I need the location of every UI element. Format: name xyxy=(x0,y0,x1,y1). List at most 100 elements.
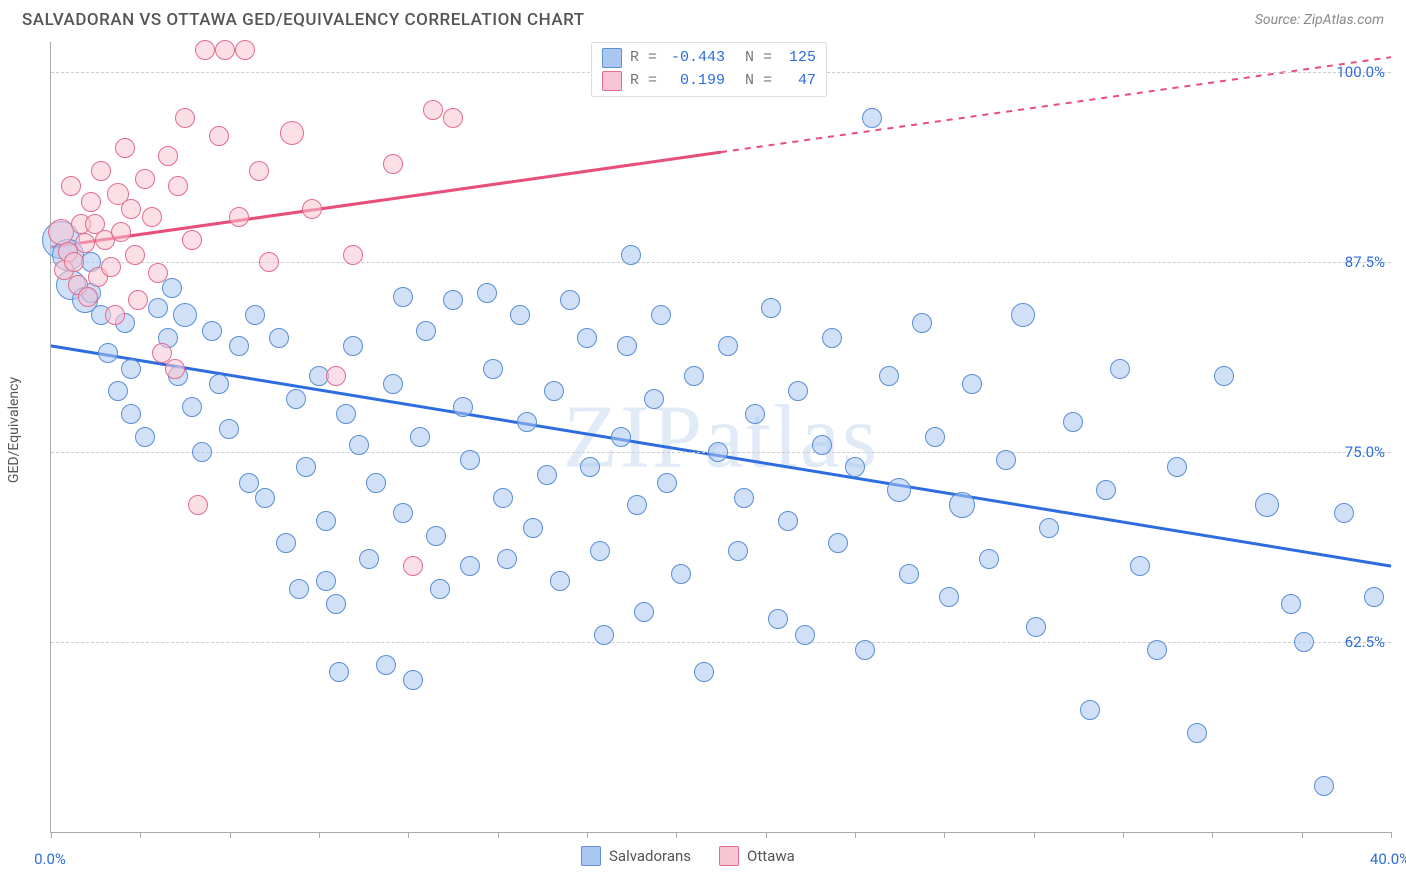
scatter-point xyxy=(537,465,557,485)
scatter-point xyxy=(115,138,135,158)
scatter-point xyxy=(255,488,275,508)
legend-row: R =0.199N =47 xyxy=(602,70,816,93)
legend-row: R =-0.443N =125 xyxy=(602,47,816,70)
scatter-point xyxy=(510,305,530,325)
x-tick xyxy=(1302,832,1303,838)
scatter-point xyxy=(430,579,450,599)
scatter-point xyxy=(410,427,430,447)
legend-swatch xyxy=(581,846,601,866)
scatter-point xyxy=(1080,700,1100,720)
scatter-point xyxy=(734,488,754,508)
x-tick xyxy=(51,832,52,838)
y-tick-label: 87.5% xyxy=(1345,253,1385,271)
scatter-point xyxy=(617,336,637,356)
scatter-point xyxy=(426,526,446,546)
scatter-point xyxy=(148,263,168,283)
x-tick xyxy=(408,832,409,838)
scatter-point xyxy=(728,541,748,561)
scatter-point xyxy=(393,503,413,523)
trend-line-layer xyxy=(51,42,1391,832)
scatter-point xyxy=(78,287,98,307)
scatter-point xyxy=(202,321,222,341)
chart-title: SALVADORAN VS OTTAWA GED/EQUIVALENCY COR… xyxy=(22,10,585,30)
scatter-point xyxy=(61,176,81,196)
y-tick-label: 62.5% xyxy=(1345,633,1385,651)
scatter-point xyxy=(778,511,798,531)
scatter-point xyxy=(121,199,141,219)
scatter-point xyxy=(1167,457,1187,477)
scatter-point xyxy=(403,556,423,576)
scatter-point xyxy=(175,108,195,128)
legend-r-value: -0.443 xyxy=(665,47,725,70)
scatter-point xyxy=(795,625,815,645)
scatter-point xyxy=(1334,503,1354,523)
scatter-point xyxy=(326,366,346,386)
scatter-point xyxy=(483,359,503,379)
x-tick xyxy=(587,832,588,838)
legend-label: Ottawa xyxy=(747,847,795,865)
scatter-point xyxy=(590,541,610,561)
scatter-point xyxy=(168,176,188,196)
x-tick xyxy=(230,832,231,838)
scatter-point xyxy=(209,126,229,146)
scatter-point xyxy=(125,245,145,265)
scatter-point xyxy=(105,305,125,325)
legend-swatch xyxy=(719,846,739,866)
scatter-point xyxy=(517,412,537,432)
scatter-point xyxy=(64,252,84,272)
x-tick xyxy=(319,832,320,838)
scatter-point xyxy=(336,404,356,424)
scatter-point xyxy=(383,374,403,394)
scatter-point xyxy=(383,154,403,174)
scatter-point xyxy=(1147,640,1167,660)
scatter-point xyxy=(219,419,239,439)
scatter-point xyxy=(135,169,155,189)
scatter-point xyxy=(111,222,131,242)
scatter-point xyxy=(768,609,788,629)
scatter-point xyxy=(560,290,580,310)
scatter-point xyxy=(443,290,463,310)
scatter-point xyxy=(121,359,141,379)
scatter-point xyxy=(1281,594,1301,614)
scatter-point xyxy=(845,457,865,477)
scatter-point xyxy=(1026,617,1046,637)
legend-swatch xyxy=(602,48,622,68)
correlation-legend: R =-0.443N =125R =0.199N =47 xyxy=(591,42,827,97)
series-legend: Salvadorans Ottawa xyxy=(581,846,795,866)
scatter-point xyxy=(98,343,118,363)
scatter-point xyxy=(366,473,386,493)
x-tick xyxy=(498,832,499,838)
scatter-point xyxy=(1063,412,1083,432)
x-tick xyxy=(944,832,945,838)
scatter-point xyxy=(81,192,101,212)
scatter-point xyxy=(162,278,182,298)
scatter-point xyxy=(822,328,842,348)
scatter-point xyxy=(1364,587,1384,607)
scatter-point xyxy=(249,161,269,181)
x-tick xyxy=(1123,832,1124,838)
scatter-point xyxy=(1096,480,1116,500)
scatter-point xyxy=(215,40,235,60)
legend-label: Salvadorans xyxy=(609,847,691,865)
scatter-point xyxy=(477,283,497,303)
scatter-point xyxy=(148,298,168,318)
scatter-point xyxy=(460,450,480,470)
scatter-point xyxy=(1039,518,1059,538)
y-tick-label: 75.0% xyxy=(1345,443,1385,461)
scatter-point xyxy=(550,571,570,591)
scatter-point xyxy=(121,404,141,424)
scatter-point xyxy=(611,427,631,447)
scatter-point xyxy=(671,564,691,584)
scatter-point xyxy=(912,313,932,333)
x-tick-label: 40.0% xyxy=(1370,850,1406,868)
scatter-point xyxy=(577,328,597,348)
scatter-point xyxy=(979,549,999,569)
scatter-point xyxy=(996,450,1016,470)
scatter-point xyxy=(296,457,316,477)
x-tick xyxy=(766,832,767,838)
scatter-point xyxy=(788,381,808,401)
scatter-point xyxy=(694,662,714,682)
scatter-point xyxy=(1011,303,1035,327)
scatter-point xyxy=(343,336,363,356)
legend-swatch xyxy=(602,71,622,91)
